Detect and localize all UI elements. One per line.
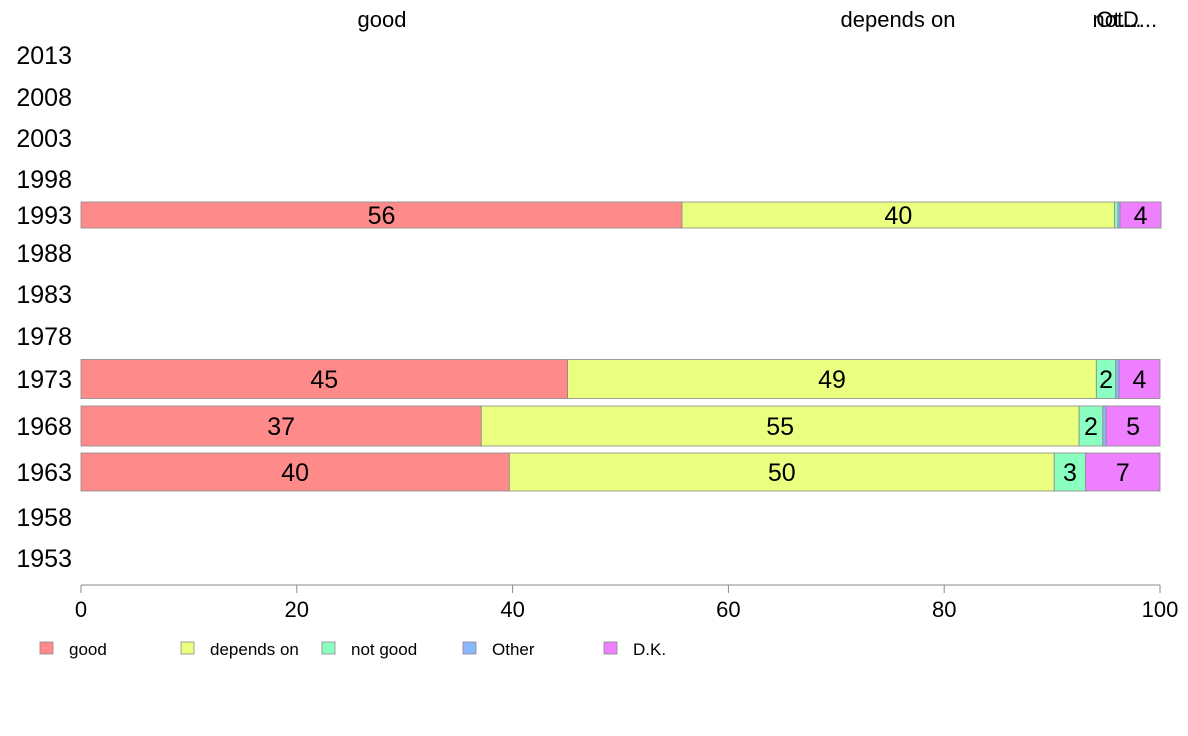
bar-value-label-1963-2: 3	[1063, 459, 1077, 487]
bar-segments	[80, 201, 1162, 492]
column-header-label-1: depends on	[841, 7, 956, 32]
year-label-1978: 1978	[16, 323, 72, 351]
bar-value-label-1968-2: 2	[1084, 413, 1098, 441]
bar-segment-1973-good	[80, 359, 569, 399]
x-tick-label: 0	[75, 597, 87, 622]
legend-label: good	[69, 640, 107, 659]
column-header-label-0: good	[358, 7, 407, 32]
bar-segment-1973-d-k-	[1118, 359, 1161, 399]
column-header-label-4: D...	[1123, 7, 1157, 32]
bar-segment-1963-d-k-	[1085, 452, 1161, 492]
legend: good depends on not good Other D.K.	[39, 640, 666, 659]
year-label-2013: 2013	[16, 42, 72, 70]
x-tick-label: 20	[285, 597, 309, 622]
bar-value-label-1973-1: 49	[818, 366, 846, 394]
year-label-1973: 1973	[16, 366, 72, 394]
x-axis: 0 20 40 60 80 100	[75, 584, 1179, 622]
legend-label: Other	[492, 640, 535, 659]
x-tick-label: 100	[1142, 597, 1179, 622]
bar-segment-1993-good	[80, 201, 683, 229]
bar-segment-1973-depends-on	[567, 359, 1097, 399]
year-label-1998: 1998	[16, 166, 72, 194]
bar-value-label-1963-0: 40	[281, 459, 309, 487]
x-tick-label: 60	[716, 597, 740, 622]
column-header-labels: good depends on not...Ot...D...	[358, 7, 1158, 32]
bar-value-label-1973-4: 4	[1133, 366, 1147, 394]
legend-label: depends on	[210, 640, 299, 659]
bar-value-labels: 56 40 445 49 2 437 55 2 540 50 3 7	[267, 202, 1147, 487]
year-label-1958: 1958	[16, 504, 72, 532]
year-label-1983: 1983	[16, 281, 72, 309]
bar-value-label-1963-4: 7	[1116, 459, 1130, 487]
legend-swatch	[462, 641, 477, 655]
bar-value-label-1968-4: 5	[1126, 413, 1140, 441]
x-tick-label: 40	[500, 597, 524, 622]
bar-segment-1993-d-k-	[1119, 201, 1162, 229]
bar-segment-1968-depends-on	[480, 405, 1080, 447]
bar-segment-1973-other	[1115, 359, 1120, 399]
year-label-1953: 1953	[16, 545, 72, 573]
year-label-1963: 1963	[16, 459, 72, 487]
year-label-1968: 1968	[16, 413, 72, 441]
bar-value-label-1973-0: 45	[310, 366, 338, 394]
bar-segment-1968-d-k-	[1105, 405, 1161, 447]
column-header-label-3: Ot...	[1096, 7, 1138, 32]
year-label-2003: 2003	[16, 125, 72, 153]
bar-value-label-1993-0: 56	[368, 202, 396, 230]
bar-value-label-1963-1: 50	[768, 459, 796, 487]
year-label-1993: 1993	[16, 202, 72, 230]
bar-value-label-1993-4: 4	[1134, 202, 1148, 230]
bar-segment-1968-other	[1102, 405, 1107, 447]
bar-segment-1963-depends-on	[508, 452, 1055, 492]
bar-segment-1968-good	[80, 405, 482, 447]
bar-value-label-1973-2: 2	[1099, 366, 1113, 394]
legend-label: not good	[351, 640, 417, 659]
legend-swatch	[603, 641, 618, 655]
year-label-1988: 1988	[16, 240, 72, 268]
legend-swatch	[321, 641, 336, 655]
bar-value-label-1968-1: 55	[766, 413, 794, 441]
x-tick-label: 80	[932, 597, 956, 622]
year-label-2008: 2008	[16, 84, 72, 112]
legend-label: D.K.	[633, 640, 666, 659]
column-header-label-2: not...	[1093, 7, 1142, 32]
bar-value-label-1968-0: 37	[267, 413, 295, 441]
bar-value-label-1993-1: 40	[884, 202, 912, 230]
legend-swatch	[180, 641, 195, 655]
legend-swatch	[39, 641, 54, 655]
y-axis-year-labels: 2013 2008 2003 1998 1993 1988 1983 1978 1973 1968…	[16, 42, 72, 573]
bar-segment-1993-not-good	[1114, 201, 1119, 229]
